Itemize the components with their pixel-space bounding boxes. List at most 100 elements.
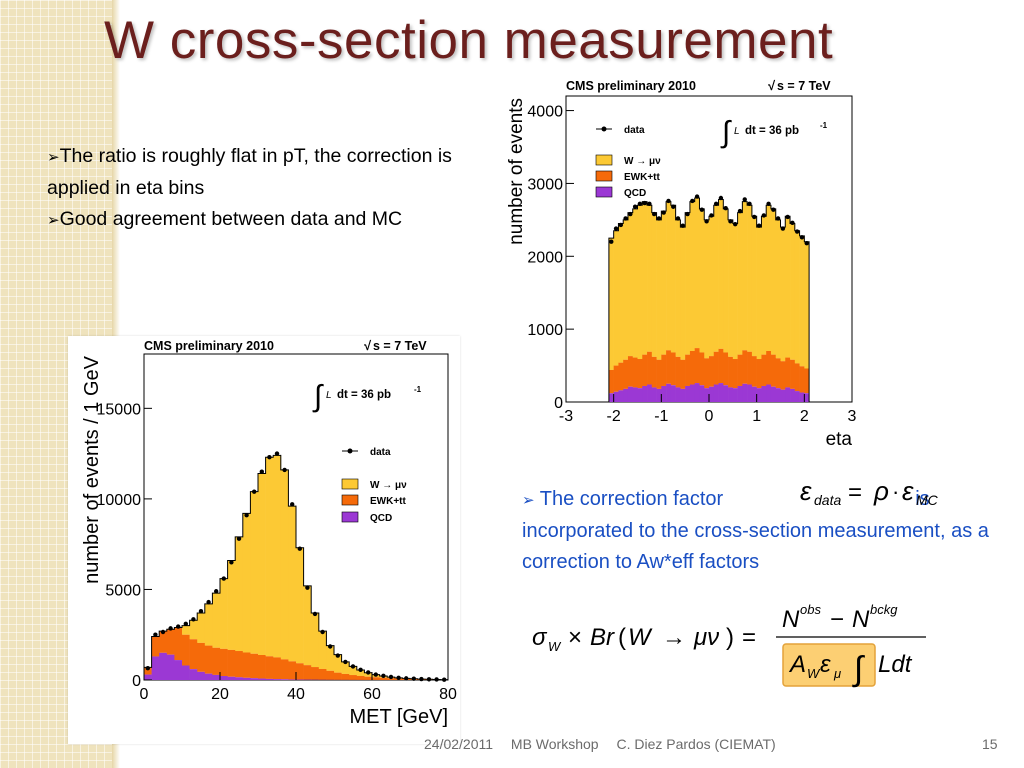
- data-point: [145, 666, 150, 671]
- cross-section-formula: σ W × Br ( W → μν ) = N obs − N bckg A W…: [528, 600, 938, 690]
- data-point: [804, 240, 809, 246]
- ewk-bar: [780, 361, 786, 390]
- y-tick-label: 5000: [105, 582, 141, 599]
- data-point: [632, 204, 638, 209]
- data-point: [191, 617, 196, 622]
- ewk-bar: [656, 359, 662, 389]
- x-axis-label: MET [GeV]: [349, 706, 448, 728]
- legend-item-ewk: EWK+tt: [595, 170, 661, 183]
- w-bar: [747, 205, 753, 352]
- x-axis-label: eta: [826, 429, 853, 450]
- qcd-bar: [627, 386, 634, 402]
- data-point: [214, 589, 219, 594]
- data-point: [623, 216, 628, 221]
- qcd-bar: [242, 677, 251, 680]
- data-point: [704, 219, 709, 224]
- svg-text:ρ: ρ: [873, 476, 889, 506]
- qcd-bar: [666, 383, 672, 402]
- data-point: [388, 674, 394, 680]
- w-bar: [766, 205, 772, 351]
- y-axis-label: number of events: [506, 98, 527, 245]
- svg-text:ε: ε: [820, 651, 831, 678]
- data-point: [699, 207, 705, 212]
- data-point: [723, 206, 728, 211]
- qcd-bar: [189, 669, 198, 680]
- ewk-bar: [280, 659, 289, 680]
- data-point: [168, 626, 173, 631]
- legend-swatch-ewk: [595, 170, 613, 182]
- w-bar: [334, 654, 342, 673]
- qcd-bar: [212, 674, 221, 680]
- qcd-bar: [804, 393, 810, 402]
- lumi-symbol: L: [326, 390, 332, 401]
- qcd-bar: [689, 384, 695, 402]
- data-point: [442, 677, 447, 682]
- arrow-bullet-icon: ➢: [47, 212, 60, 229]
- ewk-bar: [144, 667, 152, 675]
- ewk-bar: [718, 348, 724, 384]
- svg-text:ε: ε: [800, 476, 812, 506]
- qcd-bar: [751, 386, 757, 402]
- qcd-bar: [618, 390, 624, 402]
- w-bar: [770, 208, 777, 355]
- w-bar: [250, 491, 259, 654]
- w-bar: [780, 227, 786, 362]
- slide-title: W cross-section measurement: [104, 11, 834, 70]
- x-tick-label: 2: [800, 408, 809, 425]
- data-point: [742, 197, 747, 202]
- w-bar: [318, 631, 327, 669]
- qcd-bar: [685, 385, 691, 402]
- legend-swatch-w: [341, 478, 359, 490]
- qcd-bar: [794, 391, 800, 402]
- w-bar: [235, 536, 244, 652]
- ewk-bar: [326, 670, 335, 680]
- lumi-symbol: L: [734, 126, 740, 137]
- svg-text:·: ·: [892, 479, 899, 504]
- w-bar: [718, 199, 724, 349]
- legend-data-dot: [347, 448, 353, 454]
- qcd-bar: [608, 393, 614, 402]
- ewk-bar: [751, 356, 757, 387]
- data-point: [737, 208, 743, 214]
- ewk-bar: [766, 351, 772, 385]
- data-point: [343, 659, 348, 665]
- w-bar: [280, 469, 289, 660]
- w-bar: [303, 585, 312, 666]
- w-bar: [709, 216, 715, 357]
- x-tick-label: 1: [752, 408, 761, 425]
- w-bar: [751, 216, 757, 357]
- ewk-bar: [618, 362, 624, 391]
- sqrt-icon: √: [768, 78, 776, 93]
- qcd-bar: [766, 384, 772, 402]
- qcd-bar: [742, 383, 748, 402]
- svg-text:ε: ε: [902, 476, 914, 506]
- data-point: [206, 599, 211, 605]
- legend-item-data: data: [342, 447, 391, 458]
- data-point: [666, 198, 671, 204]
- x-tick-label: 60: [363, 686, 381, 703]
- data-point: [312, 611, 318, 617]
- correction-text-part3: incorporated to the cross-section measur…: [522, 520, 989, 573]
- qcd-bar: [174, 660, 183, 680]
- data-point: [411, 676, 416, 681]
- legend-item-ewk: EWK+tt: [341, 494, 407, 507]
- ewk-bar: [675, 356, 681, 388]
- legend-label: data: [370, 447, 391, 458]
- w-bar: [182, 625, 190, 635]
- data-point: [675, 216, 681, 221]
- svg-text:N: N: [782, 606, 800, 633]
- data-point: [153, 632, 158, 637]
- w-bar: [642, 201, 648, 355]
- legend-label: W → μν: [624, 156, 661, 167]
- data-point: [419, 676, 424, 682]
- ewk-bar: [204, 645, 213, 674]
- qcd-bar: [632, 387, 638, 402]
- chart-header-left: CMS preliminary 2010: [566, 79, 696, 93]
- ewk-bar: [647, 351, 653, 385]
- qcd-bar: [265, 678, 274, 680]
- met-chart: CMS preliminary 2010 √ s = 7 TeV 0 20 40 60…: [81, 338, 457, 728]
- data-point: [426, 677, 432, 682]
- qcd-bar: [699, 385, 705, 402]
- plot-area: -3 -2 -1 0 1 2 3 0 1000 2000 3000 4000: [527, 104, 856, 425]
- data-point: [775, 216, 781, 221]
